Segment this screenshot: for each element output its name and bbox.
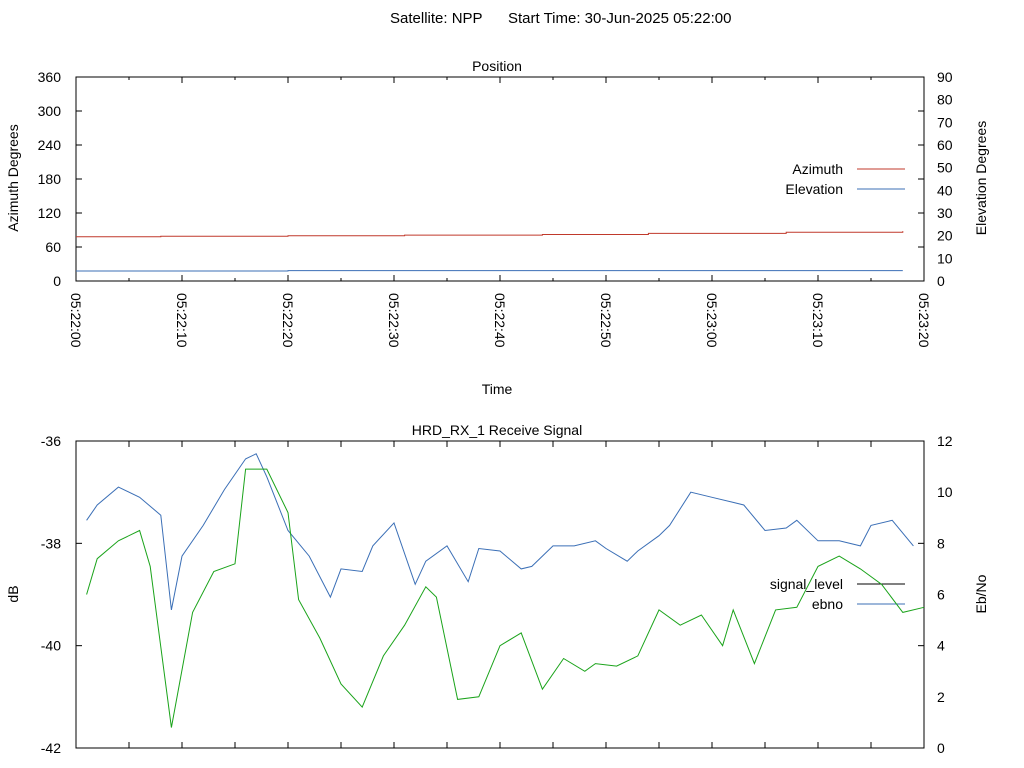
position-y2-tick-label: 20 (937, 228, 953, 244)
signal-y-tick-label: -42 (41, 740, 61, 756)
signal-y2-tick-label: 4 (937, 638, 945, 654)
position-y2-tick-label: 0 (937, 273, 945, 289)
position-y-axis-label: Azimuth Degrees (5, 124, 21, 231)
position-y-tick-label: 60 (45, 239, 61, 255)
position-x-tick-label-05-22-40: 05:22:40 (492, 293, 508, 348)
position-y-tick-label: 120 (38, 205, 62, 221)
position-x-tick-label-05-23-00: 05:23:00 (704, 293, 720, 348)
signal-series-series-2-line (86, 468, 925, 728)
position-chart-title: Position (472, 58, 522, 74)
signal-y2-tick-label: 0 (937, 740, 945, 756)
position-y-tick-label: 180 (38, 171, 62, 187)
signal-y-axis-label: dB (5, 585, 21, 602)
position-y2-tick-label: 90 (937, 69, 953, 85)
signal-y2-tick-label: 6 (937, 587, 945, 603)
position-y-tick-label: 360 (38, 69, 62, 85)
position-y2-tick-label: 70 (937, 114, 953, 130)
signal-y2-tick-label: 10 (937, 484, 953, 500)
signal-y2-tick-label: 12 (937, 433, 953, 449)
signal-series-ebno-line (86, 453, 914, 610)
position-y-tick-label: 300 (38, 103, 62, 119)
position-x-tick-label-05-22-00: 05:22:00 (68, 293, 84, 348)
position-y2-tick-label: 40 (937, 182, 953, 198)
position-y-tick-label: 0 (53, 273, 61, 289)
position-y2-tick-label: 80 (937, 92, 953, 108)
position-x-tick-label-05-22-30: 05:22:30 (386, 293, 402, 348)
signal-y-tick-label: -38 (41, 535, 61, 551)
satellite-label: Satellite: NPP (390, 10, 483, 27)
position-y-tick-label: 240 (38, 137, 62, 153)
position-legend-label-azimuth: Azimuth (792, 161, 843, 177)
position-y2-tick-label: 50 (937, 160, 953, 176)
position-y2-tick-label: 60 (937, 137, 953, 153)
position-x-tick-label-05-22-50: 05:22:50 (598, 293, 614, 348)
position-plot: 0 60 120 180 240 300 360 0 10 20 30 40 50 60 70 80 90 05:… (38, 69, 953, 348)
signal-chart-title: HRD_RX_1 Receive Signal (412, 422, 582, 438)
signal-y-tick-label: -40 (41, 638, 61, 654)
position-x-tick-label-05-22-10: 05:22:10 (174, 293, 190, 348)
position-x-tick-label-05-22-20: 05:22:20 (280, 293, 296, 348)
signal-legend-label-ebno: ebno (812, 596, 843, 612)
signal-y2-tick-label: 8 (937, 535, 945, 551)
signal-y2-axis-label: Eb/No (973, 574, 989, 613)
position-series-azimuth-line (76, 231, 904, 238)
signal-y-tick-label: -36 (41, 433, 61, 449)
position-y2-tick-label: 30 (937, 205, 953, 221)
position-x-axis-label: Time (482, 381, 513, 397)
position-x-tick-label-05-23-20: 05:23:20 (916, 293, 932, 348)
position-y2-axis-label: Elevation Degrees (973, 121, 989, 235)
signal-legend-label-signal-level: signal_level (770, 576, 843, 592)
position-legend-label-elevation: Elevation (785, 181, 843, 197)
start-time-label: Start Time: 30-Jun-2025 05:22:00 (508, 10, 731, 27)
signal-y2-tick-label: 2 (937, 689, 945, 705)
position-y2-tick-label: 10 (937, 250, 953, 266)
position-x-tick-label-05-23-10: 05:23:10 (810, 293, 826, 348)
